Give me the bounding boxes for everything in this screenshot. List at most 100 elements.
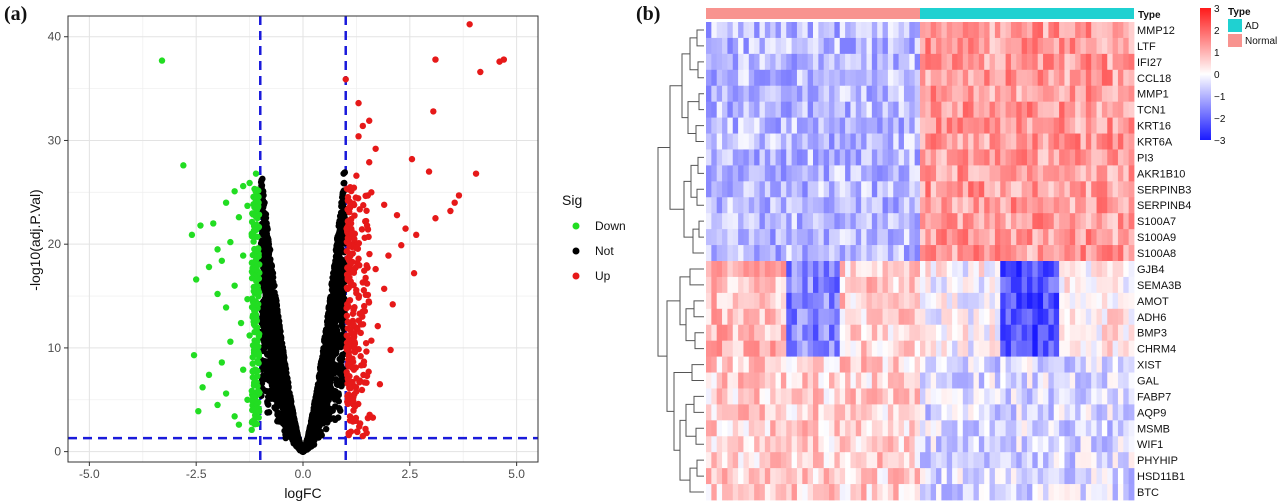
heatmap-cell [1107,69,1113,87]
heatmap-cell [796,292,803,310]
heatmap-cell [898,181,905,198]
heatmap-cell [845,340,851,357]
heatmap-cell [764,197,771,214]
heatmap-cell [866,165,873,182]
heatmap-cell [850,229,857,246]
dendro-branch [698,220,704,238]
point-up [374,322,381,330]
heatmap-cell [706,181,712,198]
heatmap-cell [1059,229,1065,246]
heatmap-cell [946,213,953,230]
point-down [250,367,257,374]
heatmap-cell [807,324,814,342]
heatmap-cell [823,133,830,150]
heatmap-cell [957,101,964,118]
heatmap-cell [1064,22,1071,39]
heatmap-cell [727,165,734,182]
heatmap-cell [834,181,841,198]
legend-key-down [572,222,580,230]
heatmap-cell [759,101,766,118]
heatmap-cell [829,69,835,87]
heatmap-cell [1059,245,1065,262]
heatmap-cell [1000,197,1006,214]
heatmap-cell [727,308,734,326]
heatmap-cell [1037,340,1044,357]
heatmap-cell [925,181,932,198]
heatmap-cell [978,292,985,310]
heatmap-cell [909,117,916,134]
heatmap-cell [1048,292,1055,310]
heatmap-cell [887,181,894,198]
point-not [284,395,292,402]
heatmap-cell [1096,69,1103,87]
heatmap-cell [1069,69,1076,87]
heatmap-cell [903,165,910,182]
heatmap-cell [882,133,889,150]
heatmap-cell [1091,229,1097,246]
point-not [336,229,343,236]
dendro-branch [696,459,704,477]
heatmap-cell [893,101,899,118]
heatmap-cell [1128,37,1135,55]
heatmap-cell [952,197,958,214]
heatmap-cell [920,149,926,166]
heatmap-cell [754,213,760,230]
heatmap-cell [796,229,803,246]
heatmap-cell [882,165,889,182]
point-up [343,185,351,192]
heatmap-cell [727,229,734,246]
heatmap-cell [882,22,889,39]
heatmap-cell [786,292,792,310]
heatmap-cell [834,85,841,103]
point-down [255,253,262,260]
heatmap-cell [866,197,873,214]
heatmap-cell [1107,261,1113,278]
heatmap-cell [807,356,814,373]
heatmap-cell [882,261,889,278]
heatmap-cell [909,69,916,87]
heatmap-cell [1048,117,1055,134]
heatmap-cell [845,356,851,373]
dendro-branch [694,332,704,350]
heatmap-cell [1117,69,1124,87]
heatmap-cell [711,37,718,55]
heatmap-cell [1043,53,1049,71]
heatmap-cell [925,324,932,342]
heatmap-cell [1096,117,1103,134]
heatmap-cell [754,356,760,373]
heatmap-cell [732,245,739,262]
heatmap-cell [823,292,830,310]
heatmap-cell [834,229,841,246]
heatmap-cell [968,261,974,278]
heatmap-cell [952,356,958,373]
heatmap-cell [973,22,980,39]
heatmap-cell [1064,356,1071,373]
heatmap-cell [823,85,830,103]
heatmap-cell [946,69,953,87]
heatmap-cell [1112,197,1119,214]
point-not [274,311,281,318]
heatmap-cell [1075,149,1081,166]
heatmap-cell [952,340,958,357]
heatmap-cell [946,181,953,198]
heatmap-cell [1123,85,1130,103]
heatmap-cell [711,69,718,87]
heatmap-cell [855,69,862,87]
heatmap-cell [871,37,878,55]
heatmap-cell [834,356,841,373]
heatmap-cell [925,85,932,103]
heatmap-cell [893,53,899,71]
heatmap-cell [962,276,969,294]
heatmap-cell [834,276,841,294]
heatmap-cell [1080,197,1087,214]
point-not [265,409,273,416]
heatmap-cell [920,229,926,246]
point-not [329,334,336,341]
heatmap-cell [1107,340,1113,357]
heatmap-cell [930,133,937,150]
heatmap-cell [754,69,760,87]
point-up [496,58,503,65]
point-down [253,221,260,228]
point-up [372,265,379,273]
heatmap-cell [962,292,969,310]
